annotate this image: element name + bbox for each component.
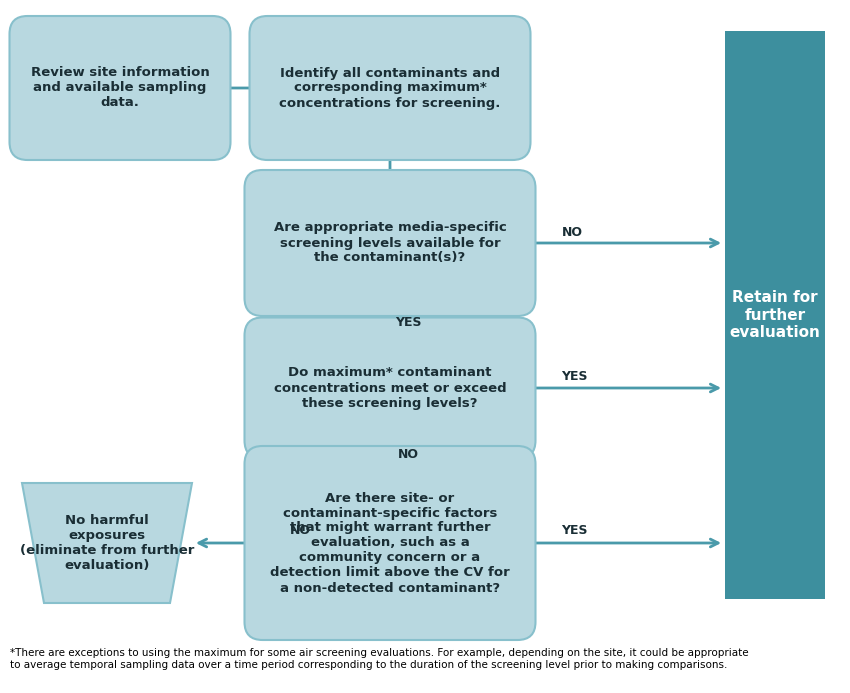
Text: NO: NO xyxy=(290,523,310,536)
Text: *There are exceptions to using the maximum for some air screening evaluations. F: *There are exceptions to using the maxim… xyxy=(10,648,749,669)
Text: Are there site- or
contaminant-specific factors
that might warrant further
evalu: Are there site- or contaminant-specific … xyxy=(270,491,510,595)
Text: YES: YES xyxy=(394,315,422,328)
Text: Do maximum* contaminant
concentrations meet or exceed
these screening levels?: Do maximum* contaminant concentrations m… xyxy=(274,367,507,410)
FancyBboxPatch shape xyxy=(245,170,536,316)
Text: Review site information
and available sampling
data.: Review site information and available sa… xyxy=(31,67,209,109)
FancyBboxPatch shape xyxy=(250,16,530,160)
FancyBboxPatch shape xyxy=(9,16,230,160)
Text: Identify all contaminants and
corresponding maximum*
concentrations for screenin: Identify all contaminants and correspond… xyxy=(280,67,501,109)
FancyBboxPatch shape xyxy=(245,317,536,459)
Text: NO: NO xyxy=(562,225,582,238)
Text: YES: YES xyxy=(561,371,587,383)
FancyBboxPatch shape xyxy=(245,446,536,640)
Text: Are appropriate media-specific
screening levels available for
the contaminant(s): Are appropriate media-specific screening… xyxy=(274,222,507,265)
Polygon shape xyxy=(22,483,192,603)
Text: Retain for
further
evaluation: Retain for further evaluation xyxy=(729,290,820,340)
Text: No harmful
exposures
(eliminate from further
evaluation): No harmful exposures (eliminate from fur… xyxy=(20,514,194,572)
Text: YES: YES xyxy=(561,523,587,536)
Text: NO: NO xyxy=(398,448,418,462)
Bar xyxy=(725,31,825,599)
